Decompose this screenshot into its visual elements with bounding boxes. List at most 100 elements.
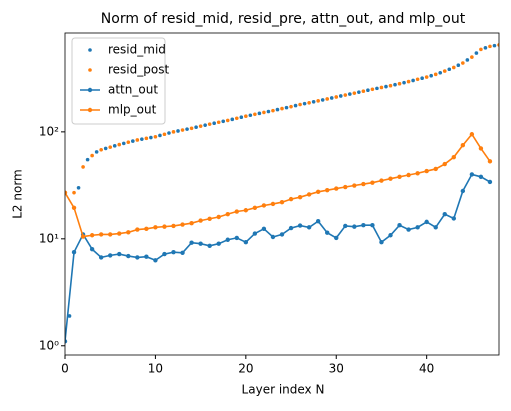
point [117, 251, 122, 257]
point [297, 194, 303, 200]
point [343, 93, 348, 97]
point [135, 255, 140, 260]
point [293, 103, 298, 108]
point [424, 168, 429, 174]
legend-label: resid_post [108, 63, 169, 77]
point [121, 141, 126, 146]
point [162, 251, 167, 257]
point [198, 218, 203, 223]
point [325, 187, 330, 193]
point [497, 43, 499, 47]
point [180, 128, 185, 132]
point [225, 211, 230, 217]
legend-label: attn_out [108, 83, 158, 97]
point [117, 142, 122, 147]
point [71, 249, 77, 255]
point [393, 82, 397, 87]
point [94, 150, 99, 154]
point [230, 117, 235, 122]
point [447, 67, 452, 72]
point [406, 227, 411, 232]
point [402, 80, 406, 85]
point [80, 234, 86, 239]
point [424, 75, 429, 79]
point [176, 129, 180, 133]
point [65, 190, 68, 195]
x-tick-label: 0 [61, 362, 69, 376]
point [478, 146, 484, 151]
point [343, 223, 348, 229]
point [207, 122, 212, 126]
point [465, 58, 470, 62]
chart-title: Norm of resid_mid, resid_pre, attn_out, … [101, 11, 466, 27]
point [357, 90, 361, 94]
point [343, 184, 348, 190]
point [244, 114, 248, 119]
point [207, 216, 212, 221]
point [212, 121, 216, 125]
point [442, 161, 447, 167]
point [108, 145, 113, 149]
point [461, 61, 465, 65]
point [126, 230, 131, 235]
point [338, 94, 343, 98]
point [76, 185, 81, 190]
point [252, 231, 258, 236]
point [225, 118, 230, 123]
point [153, 258, 158, 263]
point [488, 44, 492, 49]
point [361, 89, 366, 93]
point [194, 125, 198, 130]
point [153, 225, 158, 230]
point [221, 119, 226, 124]
point [451, 154, 456, 160]
point [370, 87, 375, 92]
point [216, 241, 221, 246]
point [352, 183, 357, 188]
point [117, 231, 122, 236]
point [320, 98, 325, 102]
point [135, 138, 140, 142]
legend-label: resid_mid [108, 43, 166, 57]
point [279, 199, 285, 205]
point [460, 188, 466, 194]
point [252, 205, 258, 210]
point [266, 109, 271, 114]
point [280, 106, 284, 111]
point [438, 70, 443, 75]
point [460, 143, 466, 148]
x-axis-label: Layer index N [242, 383, 325, 397]
point [352, 224, 357, 229]
point [442, 69, 447, 73]
point [288, 225, 294, 231]
point [103, 146, 108, 151]
legend-label: mlp_out [108, 103, 157, 117]
point [297, 223, 303, 228]
point [216, 120, 221, 125]
point [189, 220, 194, 226]
point [180, 222, 185, 227]
point [375, 86, 379, 91]
point [397, 81, 402, 86]
point [216, 214, 221, 220]
point [89, 233, 95, 238]
point [71, 205, 77, 210]
point [271, 108, 275, 113]
y-tick-label: 10² [39, 124, 59, 138]
point [135, 227, 140, 232]
point [334, 186, 339, 191]
point [415, 171, 420, 176]
point [325, 97, 330, 101]
point [469, 132, 475, 137]
point [262, 110, 266, 115]
point [424, 219, 429, 225]
point [270, 201, 276, 207]
point [352, 91, 357, 95]
point [279, 232, 285, 237]
point [361, 223, 366, 228]
point [207, 243, 212, 249]
point [270, 234, 276, 240]
point [67, 314, 72, 318]
point [203, 123, 207, 127]
x-tick-label: 20 [238, 362, 253, 376]
